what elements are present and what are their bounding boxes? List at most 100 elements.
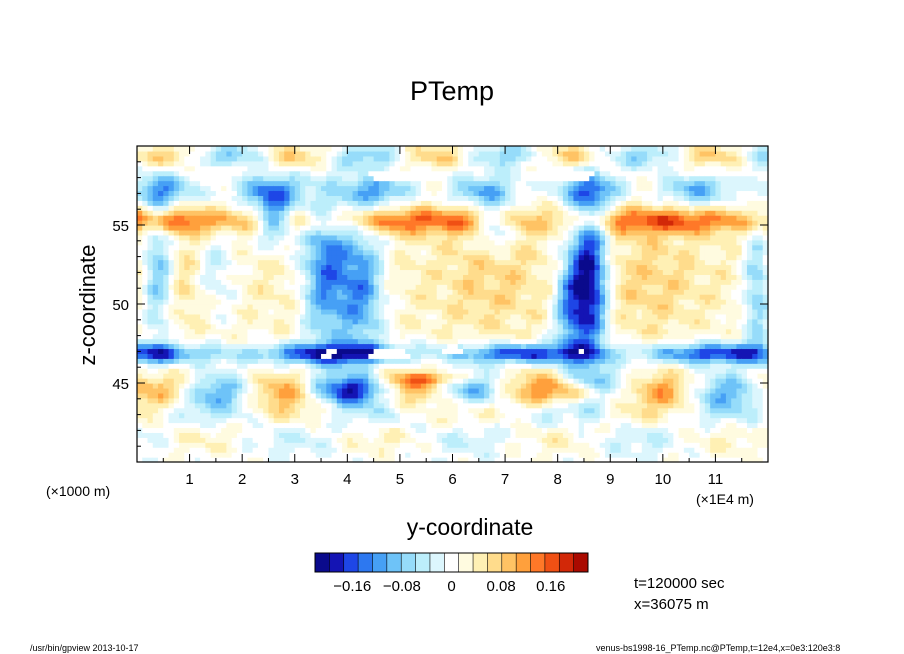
heatmap-cell xyxy=(410,343,417,350)
heatmap-cell xyxy=(300,368,306,374)
heatmap-cell xyxy=(347,225,354,231)
heatmap-cell xyxy=(236,392,243,399)
heatmap-cell xyxy=(410,279,417,285)
heatmap-cell xyxy=(310,387,317,394)
heatmap-cell xyxy=(431,378,438,384)
heatmap-cell xyxy=(226,299,233,305)
heatmap-cell xyxy=(468,279,475,285)
heatmap-cell xyxy=(441,259,448,266)
heatmap-cell xyxy=(389,432,396,438)
heatmap-cell xyxy=(452,407,459,414)
heatmap-cell xyxy=(226,239,233,246)
heatmap-cell xyxy=(357,264,364,271)
heatmap-cell xyxy=(426,269,433,275)
heatmap-cell xyxy=(263,289,270,295)
heatmap-cell xyxy=(231,239,238,246)
heatmap-cell xyxy=(158,274,164,280)
heatmap-cell xyxy=(152,452,159,458)
heatmap-cell xyxy=(510,175,517,182)
heatmap-cell xyxy=(242,234,249,241)
heatmap-cell xyxy=(300,299,306,305)
heatmap-cell xyxy=(200,353,206,359)
heatmap-cell xyxy=(221,308,227,315)
heatmap-cell xyxy=(236,215,243,221)
heatmap-cell xyxy=(284,313,291,320)
heatmap-cell xyxy=(210,442,217,448)
heatmap-cell xyxy=(147,195,154,201)
heatmap-cell xyxy=(194,417,201,424)
heatmap-cell xyxy=(415,392,422,399)
heatmap-cell xyxy=(268,289,275,295)
heatmap-cell xyxy=(168,402,175,409)
heatmap-cell xyxy=(463,170,469,177)
heatmap-cell xyxy=(284,146,291,152)
heatmap-cell xyxy=(221,368,227,374)
heatmap-cell xyxy=(478,279,485,285)
heatmap-cell xyxy=(158,175,164,182)
heatmap-cell xyxy=(179,294,185,300)
heatmap-cell xyxy=(378,313,385,320)
heatmap-cell xyxy=(510,308,517,315)
heatmap-cell xyxy=(268,279,275,285)
heatmap-cell xyxy=(268,392,275,399)
heatmap-cell xyxy=(268,363,275,369)
heatmap-cell xyxy=(205,432,212,438)
heatmap-cell xyxy=(242,412,249,419)
heatmap-cell xyxy=(278,244,285,251)
heatmap-cell xyxy=(284,304,291,310)
heatmap-cell xyxy=(336,358,343,364)
heatmap-cell xyxy=(173,146,180,152)
heatmap-cell xyxy=(431,284,438,290)
heatmap-cell xyxy=(289,190,296,196)
heatmap-cell xyxy=(352,289,359,295)
heatmap-cell xyxy=(431,225,438,231)
heatmap-cell xyxy=(394,383,401,389)
heatmap-cell xyxy=(536,452,543,458)
heatmap-cell xyxy=(463,259,469,266)
heatmap-cell xyxy=(536,190,543,196)
heatmap-cell xyxy=(247,180,254,187)
heatmap-cell xyxy=(441,313,448,320)
heatmap-cell xyxy=(210,205,217,211)
heatmap-cell xyxy=(426,373,433,379)
heatmap-cell xyxy=(373,447,380,453)
heatmap-cell xyxy=(420,269,427,275)
heatmap-cell xyxy=(457,427,464,433)
heatmap-cell xyxy=(515,294,522,300)
heatmap-cell xyxy=(399,427,406,433)
heatmap-cell xyxy=(531,254,538,261)
heatmap-cell xyxy=(389,407,396,414)
heatmap-cell xyxy=(278,447,285,453)
heatmap-cell xyxy=(447,348,454,354)
heatmap-cell xyxy=(531,215,538,221)
heatmap-cell xyxy=(189,368,196,374)
heatmap-cell xyxy=(347,402,354,409)
heatmap-cell xyxy=(158,323,164,330)
heatmap-cell xyxy=(347,328,354,335)
heatmap-cell xyxy=(342,155,348,162)
heatmap-cell xyxy=(452,353,459,359)
heatmap-cell xyxy=(431,180,438,187)
heatmap-cell xyxy=(368,284,375,290)
heatmap-cell xyxy=(300,289,306,295)
heatmap-cell xyxy=(494,343,501,350)
heatmap-cell xyxy=(510,249,517,256)
heatmap-cell xyxy=(137,220,143,226)
heatmap-cell xyxy=(399,264,406,271)
heatmap-cell xyxy=(363,210,369,216)
heatmap-cell xyxy=(394,353,401,359)
heatmap-cell xyxy=(300,215,306,221)
heatmap-cell xyxy=(226,422,233,429)
heatmap-cell xyxy=(420,185,427,192)
heatmap-cell xyxy=(184,397,191,404)
heatmap-cell xyxy=(152,195,159,201)
heatmap-cell xyxy=(526,269,532,275)
heatmap-cell xyxy=(489,412,496,419)
heatmap-cell xyxy=(137,234,143,241)
heatmap-cell xyxy=(541,264,548,271)
heatmap-cell xyxy=(300,229,306,236)
heatmap-cell xyxy=(494,407,501,414)
heatmap-cell xyxy=(168,299,175,305)
heatmap-cell xyxy=(221,447,227,453)
heatmap-cell xyxy=(447,412,454,419)
